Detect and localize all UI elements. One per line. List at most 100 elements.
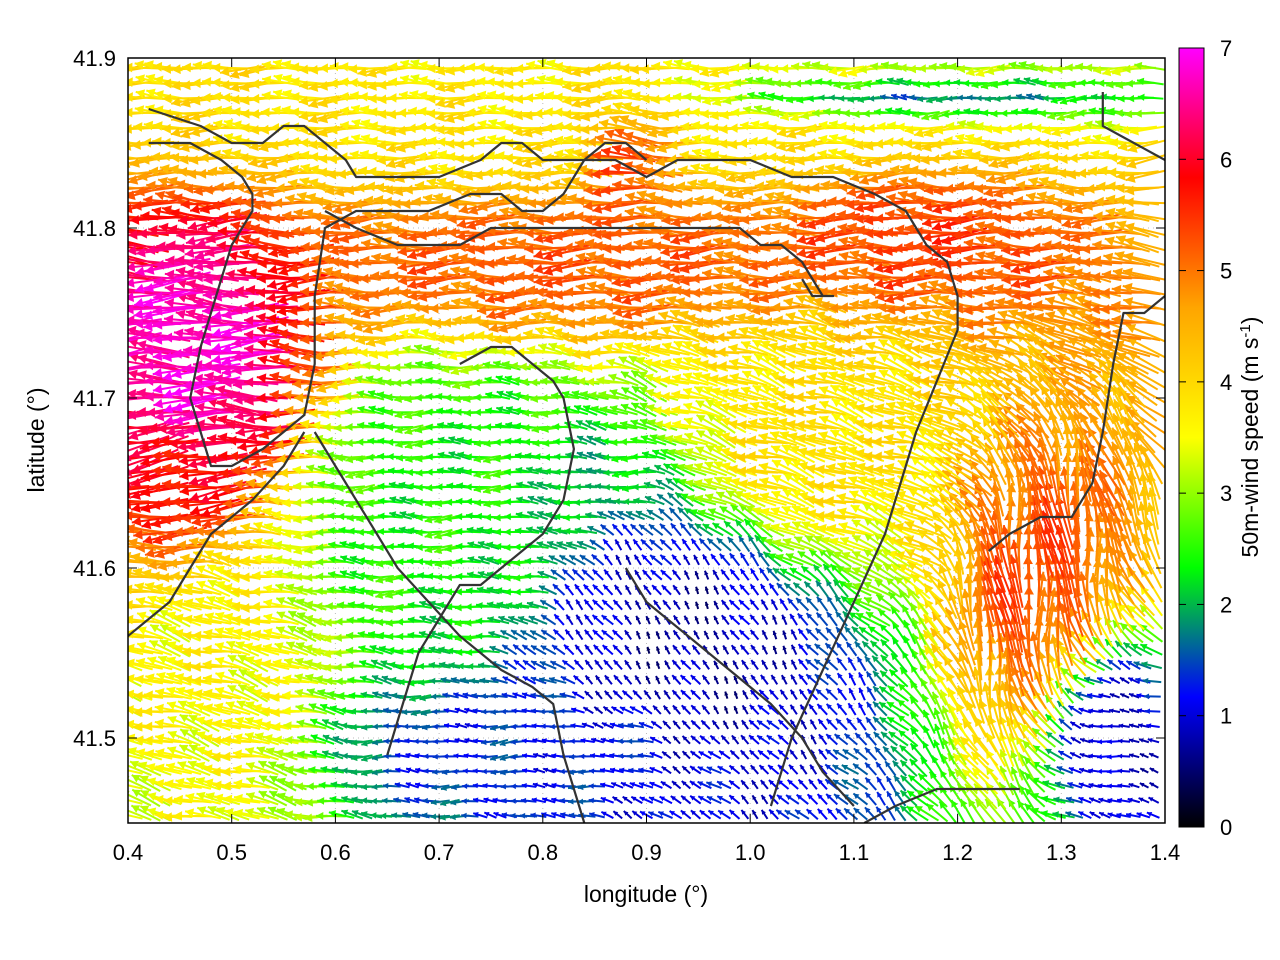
wind-arrow bbox=[360, 769, 383, 777]
wind-arrow bbox=[797, 643, 809, 656]
wind-arrow bbox=[697, 765, 712, 775]
wind-arrow bbox=[713, 660, 720, 670]
wind-arrow bbox=[583, 599, 594, 611]
wind-arrow bbox=[624, 584, 632, 596]
wind-arrow bbox=[808, 703, 818, 716]
wind-arrow bbox=[776, 794, 790, 805]
wind-arrow bbox=[1065, 811, 1084, 819]
wind-arrow bbox=[1078, 767, 1092, 774]
wind-arrow bbox=[563, 644, 575, 656]
wind-arrow bbox=[758, 567, 770, 582]
wind-arrow bbox=[690, 538, 701, 552]
wind-arrow bbox=[258, 790, 288, 807]
wind-arrow bbox=[683, 615, 691, 625]
wind-arrow bbox=[154, 779, 193, 789]
wind-arrow bbox=[728, 599, 741, 611]
wind-arrow bbox=[542, 767, 556, 774]
wind-arrow bbox=[884, 760, 897, 777]
wind-arrow bbox=[574, 583, 584, 596]
wind-arrow bbox=[1032, 744, 1056, 762]
wind-arrow bbox=[845, 717, 858, 731]
wind-arrow bbox=[790, 674, 798, 685]
wind-arrow bbox=[542, 782, 556, 789]
wind-arrow bbox=[650, 569, 663, 581]
wind-arrow bbox=[371, 783, 392, 791]
wind-arrow bbox=[635, 630, 641, 640]
wind-arrow bbox=[128, 747, 163, 761]
wind-arrow bbox=[771, 614, 778, 625]
wind-arrow bbox=[848, 672, 857, 686]
wind-arrow bbox=[131, 788, 161, 808]
wind-arrow bbox=[1147, 738, 1160, 744]
wind-arrow bbox=[728, 614, 741, 626]
wind-arrow bbox=[766, 749, 780, 760]
wind-arrow bbox=[729, 749, 740, 760]
wind-arrow bbox=[1067, 781, 1083, 789]
wind-arrow bbox=[614, 569, 623, 581]
wind-arrow bbox=[782, 645, 787, 655]
wind-arrow bbox=[879, 670, 899, 687]
wind-arrow bbox=[601, 644, 614, 656]
wind-arrow bbox=[817, 778, 828, 790]
wind-arrow bbox=[1107, 783, 1121, 789]
wind-arrow bbox=[129, 760, 162, 777]
wind-arrow bbox=[541, 797, 556, 804]
wind-arrow bbox=[683, 570, 691, 580]
wind-arrow bbox=[1052, 811, 1075, 819]
wind-arrow bbox=[651, 584, 662, 596]
wind-arrow bbox=[631, 810, 643, 820]
wind-arrow bbox=[836, 672, 848, 686]
wind-arrow bbox=[588, 768, 605, 774]
wind-arrow bbox=[900, 774, 918, 792]
wind-arrow bbox=[848, 687, 857, 701]
wind-arrow bbox=[1078, 782, 1092, 789]
wind-arrow bbox=[530, 812, 547, 818]
wind-arrow bbox=[245, 761, 279, 776]
wind-arrow bbox=[664, 630, 671, 640]
wind-arrow bbox=[475, 632, 501, 640]
wind-arrow bbox=[701, 689, 711, 700]
wind-arrow bbox=[858, 687, 866, 701]
wind-arrow bbox=[167, 746, 201, 761]
wind-arrow bbox=[256, 806, 288, 821]
wind-arrow bbox=[751, 779, 759, 790]
wind-arrow bbox=[858, 626, 880, 642]
wind-arrow bbox=[1065, 796, 1083, 804]
wind-arrow bbox=[394, 782, 410, 789]
wind-arrow bbox=[699, 735, 711, 745]
wind-arrow bbox=[453, 753, 469, 759]
wind-arrow bbox=[622, 795, 633, 805]
wind-arrow bbox=[1148, 796, 1160, 804]
wind-arrow bbox=[472, 812, 488, 819]
wind-arrow bbox=[704, 586, 709, 595]
wind-arrow bbox=[131, 774, 161, 792]
wind-arrow bbox=[695, 601, 700, 610]
wind-arrow bbox=[717, 809, 731, 820]
wind-arrow bbox=[728, 794, 741, 805]
wind-arrow bbox=[853, 747, 868, 761]
wind-arrow bbox=[790, 629, 798, 641]
wind-arrow bbox=[815, 688, 829, 701]
wind-arrow bbox=[309, 750, 335, 760]
wind-arrow bbox=[575, 629, 584, 641]
wind-arrow bbox=[749, 704, 760, 715]
wind-arrow bbox=[832, 779, 849, 790]
wind-arrow bbox=[647, 811, 664, 819]
wind-arrow bbox=[722, 645, 730, 655]
wind-arrow bbox=[216, 806, 250, 821]
wind-arrow bbox=[899, 759, 918, 777]
wind-arrow bbox=[184, 808, 222, 820]
wind-arrow bbox=[780, 674, 788, 685]
wind-arrow bbox=[925, 803, 949, 823]
wind-arrow bbox=[1010, 766, 1024, 795]
wind-arrow bbox=[258, 774, 288, 792]
wind-arrow bbox=[128, 440, 150, 445]
wind-arrow bbox=[620, 781, 634, 789]
wind-arrow bbox=[750, 674, 759, 685]
wind-arrow bbox=[864, 791, 877, 806]
wind-arrow bbox=[1107, 812, 1121, 819]
wind-arrow bbox=[612, 796, 624, 804]
wind-arrow bbox=[341, 795, 364, 804]
wind-arrow bbox=[712, 569, 720, 581]
wind-arrow bbox=[729, 629, 740, 641]
